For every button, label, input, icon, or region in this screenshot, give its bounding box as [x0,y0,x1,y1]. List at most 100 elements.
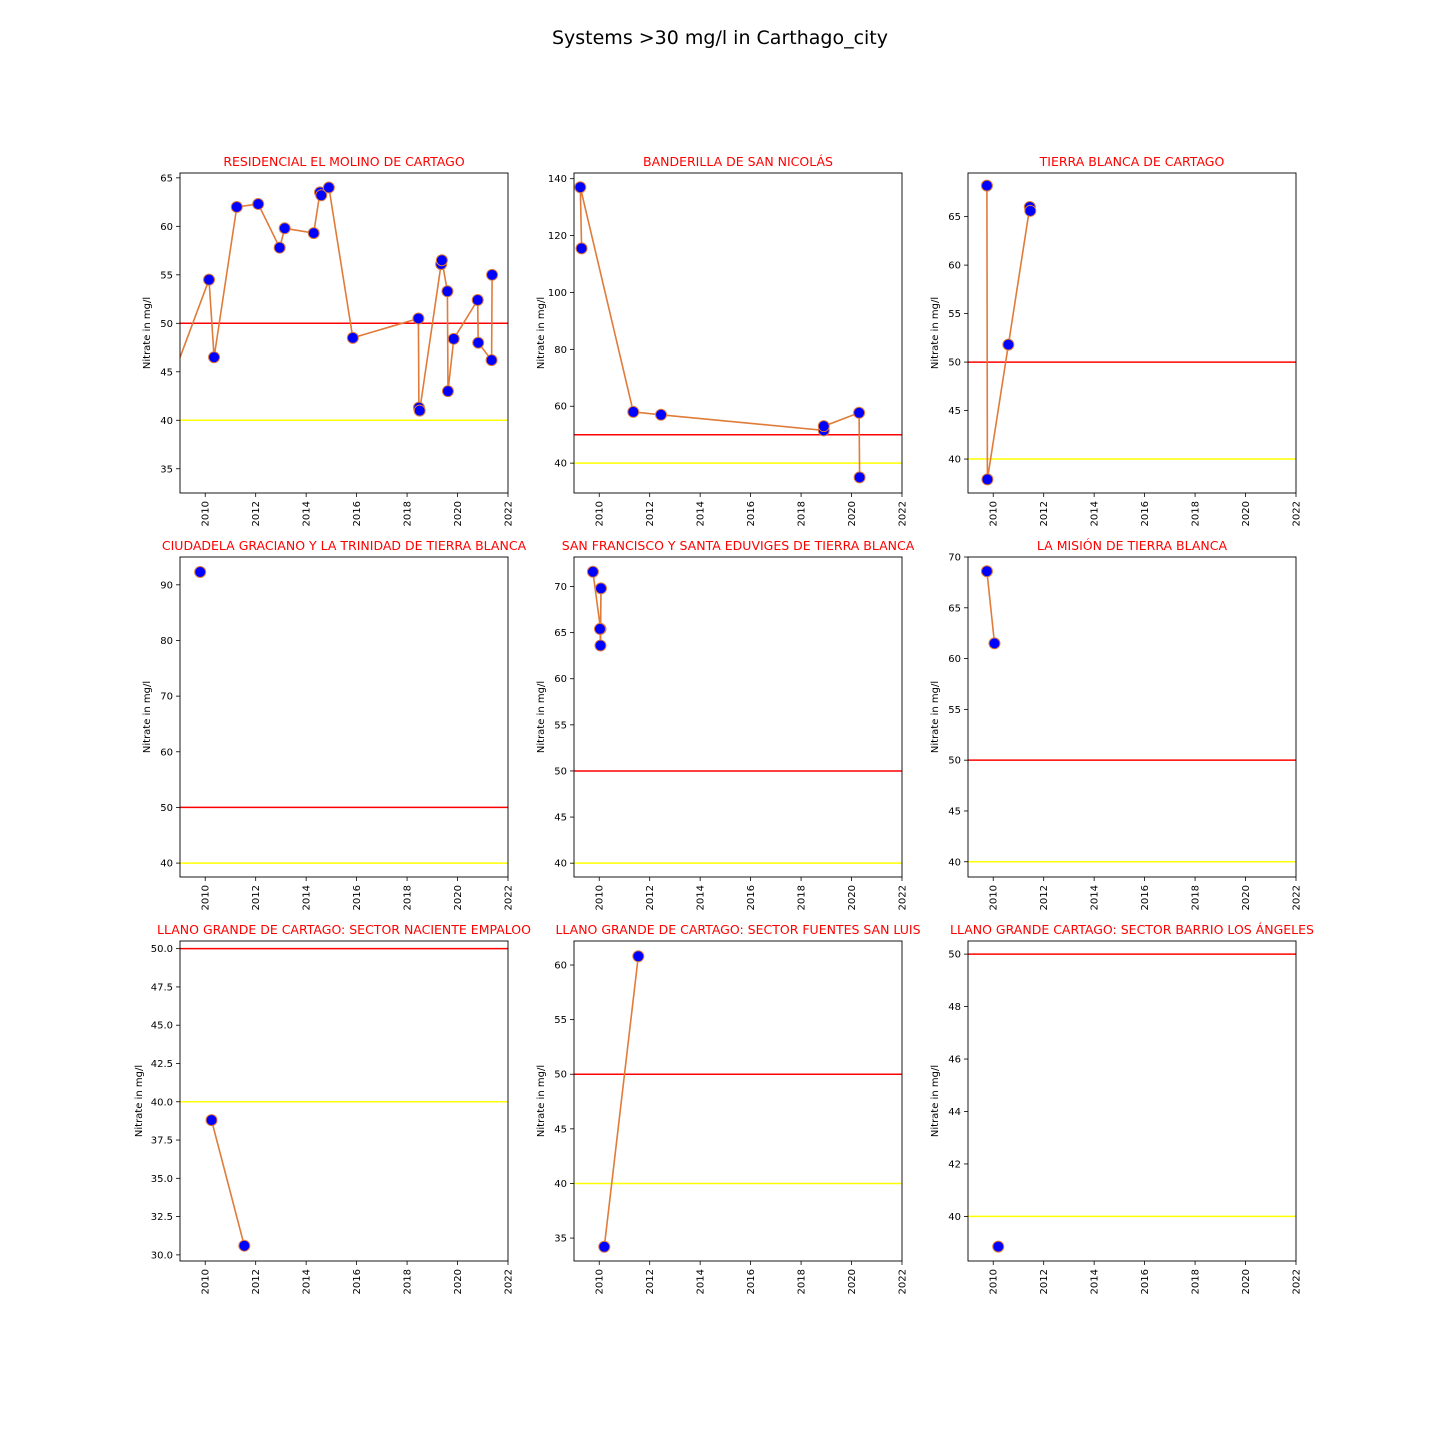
subplot-title: RESIDENCIAL EL MOLINO DE CARTAGO [223,154,464,169]
axes-frame [179,556,509,878]
series-line [603,956,640,1247]
axes-frame [573,172,903,494]
y-tick-label: 40 [160,416,173,427]
y-tick-label: 35.0 [151,1174,173,1185]
data-point [486,268,499,281]
data-point [853,471,866,484]
y-tick-label: 120 [548,231,567,242]
y-tick-label: 55 [160,270,173,281]
y-tick-label: 50 [948,756,961,767]
data-point [472,336,485,349]
axes-frame [179,172,509,494]
x-tick-label: 2012 [251,885,262,910]
data-point [471,294,484,307]
y-tick-label: 40 [554,1179,567,1190]
y-tick-label: 40 [554,859,567,870]
y-tick-label: 40 [160,859,173,870]
y-tick-label: 46 [948,1055,961,1066]
y-tick-label: 30.0 [151,1250,173,1261]
x-tick-label: 2020 [1241,1269,1252,1294]
subplot-title: LA MISIÓN DE TIERRA BLANCA [1037,538,1228,553]
x-tick-label: 2016 [1140,501,1151,526]
data-point [307,227,320,240]
x-tick-label: 2022 [1292,501,1303,526]
y-tick-label: 45 [948,806,961,817]
y-tick-label: 44 [948,1107,961,1118]
data-point [435,254,448,267]
x-tick-label: 2016 [746,885,757,910]
data-point [447,332,460,345]
x-tick-label: 2022 [898,885,909,910]
plot-area [574,565,902,864]
series-line [579,187,861,478]
data-point [817,420,830,433]
y-tick-label: 42 [948,1159,961,1170]
y-tick-label: 100 [548,288,567,299]
data-point [273,241,286,254]
subplot-title: TIERRA BLANCA DE CARTAGO [1039,154,1225,169]
x-tick-label: 2010 [595,885,606,910]
y-tick-label: 35 [160,464,173,475]
data-point [981,473,994,486]
x-tick-label: 2014 [696,885,707,910]
y-tick-label: 60 [948,654,961,665]
data-point [208,351,221,364]
data-point [598,1240,611,1253]
subplot-title: LLANO GRANDE DE CARTAGO: SECTOR NACIENTE… [157,922,531,937]
x-tick-label: 2020 [1241,885,1252,910]
x-tick-label: 2014 [1090,1269,1101,1294]
y-tick-label: 50 [948,358,961,369]
y-axis-label: Nitrate in mg/l [536,297,547,369]
data-point [980,565,993,578]
plot-area [574,181,902,484]
axes-frame [967,940,1297,1262]
x-tick-label: 2016 [1140,885,1151,910]
y-tick-label: 45 [160,367,173,378]
data-point [586,565,599,578]
y-tick-label: 55 [948,309,961,320]
y-tick-label: 60 [160,222,173,233]
x-tick-label: 2012 [645,1269,656,1294]
data-point [655,408,668,421]
x-tick-label: 2014 [1090,501,1101,526]
x-tick-label: 2010 [595,501,606,526]
axes-frame [573,940,903,1262]
x-tick-label: 2012 [645,501,656,526]
x-tick-label: 2022 [898,1269,909,1294]
subplot-title: LLANO GRANDE CARTAGO: SECTOR BARRIO LOS … [950,922,1314,937]
x-tick-label: 2010 [989,501,1000,526]
y-tick-label: 60 [554,961,567,972]
x-tick-label: 2010 [201,885,212,910]
y-tick-label: 55 [948,705,961,716]
series-line [210,1119,246,1246]
y-axis-label: Nitrate in mg/l [930,681,941,753]
y-tick-label: 45 [554,813,567,824]
subplot-grid: RESIDENCIAL EL MOLINO DE CARTAGO Nitrate … [134,154,1314,1294]
data-point [853,406,866,419]
y-tick-label: 40 [948,1212,961,1223]
x-tick-label: 2022 [504,1269,515,1294]
y-tick-label: 50 [948,950,961,961]
y-tick-label: 55 [554,1015,567,1026]
x-tick-label: 2022 [1292,1269,1303,1294]
y-tick-label: 50 [160,803,173,814]
data-point [315,189,328,202]
y-tick-label: 60 [554,674,567,685]
data-point [1024,204,1037,217]
x-tick-label: 2016 [746,1269,757,1294]
x-tick-label: 2018 [403,501,414,526]
y-tick-label: 65 [160,173,173,184]
data-point [346,331,359,344]
plot-area [180,947,508,1252]
y-axis-label: Nitrate in mg/l [536,1065,547,1137]
x-tick-label: 2018 [797,885,808,910]
series-line [986,571,996,644]
axes-frame [967,172,1297,494]
x-tick-label: 2018 [1191,885,1202,910]
x-tick-label: 2012 [251,501,262,526]
subplot-title: BANDERILLA DE SAN NICOLÁS [643,154,833,169]
subplot-1: RESIDENCIAL EL MOLINO DE CARTAGO Nitrate … [142,154,515,526]
y-tick-label: 90 [160,580,173,591]
x-tick-label: 2014 [1090,885,1101,910]
